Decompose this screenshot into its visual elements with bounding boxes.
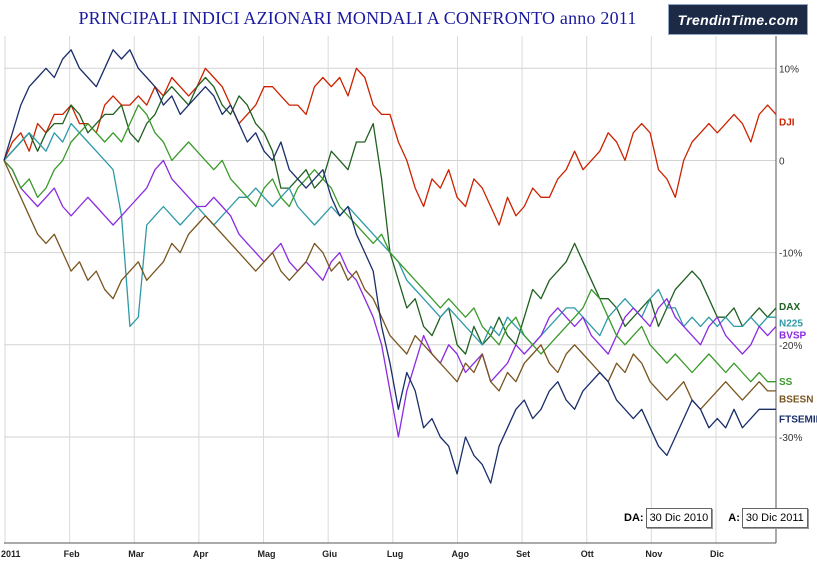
x-tick-label-8: Set xyxy=(516,549,530,559)
series-line-bvsp xyxy=(3,159,777,438)
from-date-field[interactable]: 30 Dic 2010 xyxy=(645,508,713,528)
x-tick-label-4: Mag xyxy=(258,549,276,559)
x-tick-label-6: Lug xyxy=(387,549,404,559)
x-tick-label-2: Mar xyxy=(128,549,145,559)
x-tick-label-10: Nov xyxy=(645,549,662,559)
date-range: DA: 30 Dic 2010 A: 30 Dic 2011 xyxy=(624,506,808,530)
series-label-dji: DJI xyxy=(779,118,795,129)
x-tick-label-3: Apr xyxy=(193,549,209,559)
to-date-field[interactable]: 30 Dic 2011 xyxy=(741,508,808,528)
x-tick-label-7: Ago xyxy=(451,549,469,559)
series-line-ss xyxy=(3,104,776,383)
series-line-bsesn xyxy=(3,160,776,410)
series-line-dax xyxy=(3,76,777,355)
series-line-n225 xyxy=(3,122,776,346)
chart-title: PRINCIPALI INDICI AZIONARI MONDALI A CON… xyxy=(78,8,637,28)
y-tick-label-3: -20% xyxy=(779,341,802,352)
series-label-n225: N225 xyxy=(779,319,803,330)
y-tick-label-4: -30% xyxy=(779,433,802,444)
x-tick-label-1: Feb xyxy=(64,549,81,559)
x-tick-label-11: Dic xyxy=(710,549,724,559)
series-label-ss: SS xyxy=(779,377,793,388)
series-label-ftsemib: FTSEMIB xyxy=(779,415,817,426)
series-label-dax: DAX xyxy=(779,302,800,313)
x-tick-label-9: Ott xyxy=(581,549,594,559)
from-label: DA: xyxy=(624,512,644,524)
series-line-ftsemib xyxy=(3,49,776,484)
x-tick-label-0: 2011 xyxy=(1,549,21,559)
x-tick-label-5: Giu xyxy=(322,549,337,559)
y-tick-label-2: -10% xyxy=(779,249,802,260)
to-label: A: xyxy=(728,512,740,524)
series-label-bsesn: BSESN xyxy=(779,394,813,405)
y-tick-label-0: 10% xyxy=(779,64,799,75)
trendintime-logo[interactable]: TrendinTime.com xyxy=(668,4,808,35)
y-tick-label-1: 0 xyxy=(779,156,785,167)
grid xyxy=(4,36,777,544)
logo-text: TrendinTime.com xyxy=(677,11,799,28)
axis-labels: 10% 0 -10% -20% -30% 2011 Feb Mar Apr Mag Giu Lug Ag… xyxy=(1,64,817,559)
series-line-dji xyxy=(3,67,777,226)
series-lines xyxy=(3,49,777,484)
series-label-bvsp: BVSP xyxy=(779,331,807,342)
